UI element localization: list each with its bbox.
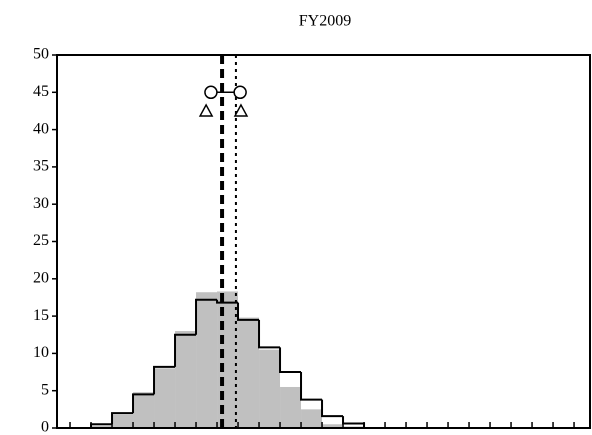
step-outline xyxy=(195,298,218,335)
triangle-marker xyxy=(233,103,249,117)
bar xyxy=(301,409,323,428)
y-tick-label: 5 xyxy=(41,381,49,398)
y-tick-label: 50 xyxy=(33,46,49,63)
triangle-marker xyxy=(198,103,214,117)
y-tick-label: 15 xyxy=(33,307,49,324)
bar xyxy=(322,424,344,428)
step-outline xyxy=(258,319,281,349)
y-tick-label: 40 xyxy=(33,120,49,137)
step-outline xyxy=(174,333,197,367)
bar xyxy=(238,317,260,428)
step-outline xyxy=(279,347,302,374)
bar xyxy=(133,392,155,428)
step-outline xyxy=(300,372,323,401)
chart-title: FY2009 xyxy=(299,13,351,30)
y-tick-label: 30 xyxy=(33,195,49,212)
step-outline xyxy=(237,302,260,321)
step-outline xyxy=(216,299,239,304)
y-tick-label: 35 xyxy=(33,158,49,175)
y-tick-label: 0 xyxy=(41,419,49,435)
bar xyxy=(154,368,176,428)
y-tick-label: 10 xyxy=(33,344,49,361)
y-tick-label: 20 xyxy=(33,269,49,286)
bar xyxy=(175,331,197,428)
step-outline xyxy=(153,365,176,395)
y-tick-label: 25 xyxy=(33,232,49,249)
step-outline xyxy=(111,412,134,425)
step-outline xyxy=(342,416,366,428)
step-outline xyxy=(132,393,155,414)
bar xyxy=(280,386,302,428)
circle-marker xyxy=(204,85,218,100)
bar xyxy=(196,292,218,428)
bar xyxy=(259,349,281,428)
bar xyxy=(91,425,113,428)
axes-frame xyxy=(56,54,591,429)
bar xyxy=(112,414,134,428)
step-outline xyxy=(321,399,344,418)
y-tick-label: 45 xyxy=(33,83,49,100)
circle-marker xyxy=(233,85,247,100)
